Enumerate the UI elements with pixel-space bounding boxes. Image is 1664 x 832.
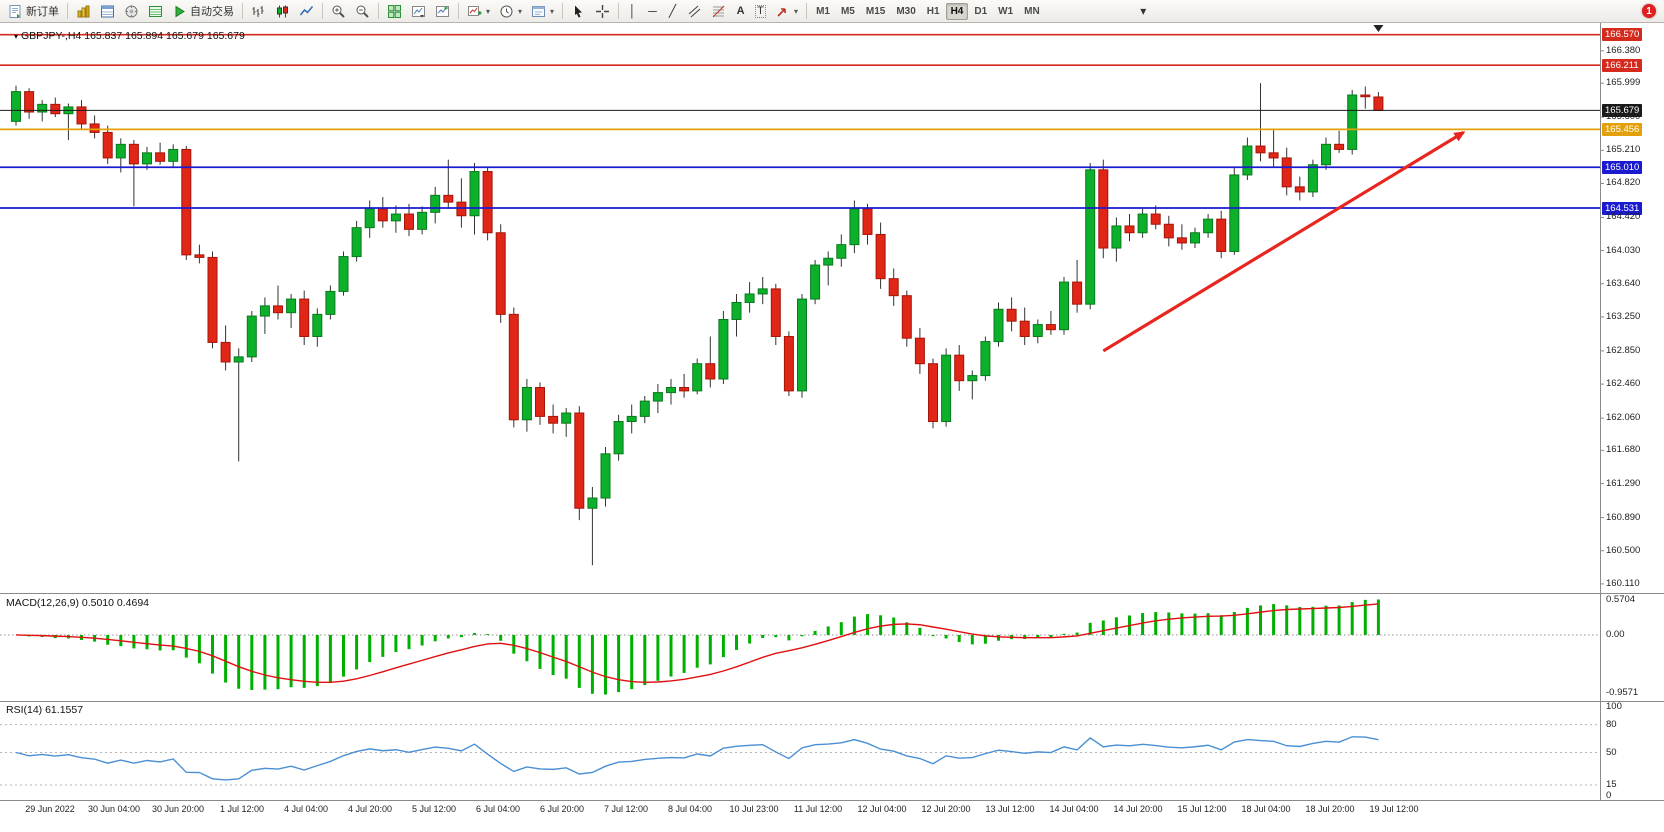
timeframe-mn-button[interactable]: MN [1019,3,1045,20]
rsi-line [15,736,1379,781]
data-window-icon [101,5,114,17]
text-tool-button[interactable] [731,2,750,21]
notification-badge[interactable]: 1 [1642,4,1656,18]
toolbar-separator [618,3,620,19]
main-toolbar: 新订单 自动交易 ▾ ▾ ▾ ▾ M1 M5 M15 M30 H1 H4 D1 … [0,0,1664,23]
new-order-icon [9,4,21,18]
candles-layer [11,83,1384,566]
dropdown-caret-icon: ▾ [518,6,523,16]
autotrading-icon [175,5,185,17]
terminal-button[interactable] [144,2,167,21]
label-tool-button[interactable] [751,2,770,21]
crosshair-icon [596,4,610,18]
timeframe-d1-button[interactable]: D1 [969,3,992,20]
terminal-icon [149,5,162,17]
timeframe-w1-button[interactable]: W1 [993,3,1018,20]
toolbar-separator [806,3,808,19]
toolbar-separator [562,3,564,19]
toolbar-separator [242,3,243,19]
timeframe-h1-button[interactable]: H1 [922,3,945,20]
horizontal-line-tool-button[interactable] [643,2,662,21]
vertical-line-tool-button[interactable] [623,2,642,21]
toolbar-separator [458,3,459,19]
navigator-button[interactable] [120,2,143,21]
zoom-out-button[interactable] [351,2,374,21]
chart-shift-marker [1373,25,1384,32]
candlestick-chart-icon [277,5,288,17]
candlestick-chart-button[interactable] [271,2,294,21]
symbol-ohlc-label: ▾ GBPJPY-,H4 165.837 165.894 165.679 165.… [14,30,245,42]
periods-button[interactable]: ▾ [495,2,526,21]
tile-windows-button[interactable] [383,2,406,21]
arrows-tool-button[interactable]: ▾ [771,2,802,21]
data-window-button[interactable] [96,2,119,21]
macd-histogram [27,599,1380,695]
toolbar-separator [67,3,68,19]
dropdown-caret-icon: ▾ [794,6,799,16]
market-watch-icon [77,5,90,17]
timeframe-h4-button[interactable]: H4 [945,2,969,20]
fibonacci-icon [712,5,725,17]
timeframe-m15-button[interactable]: M15 [861,3,890,20]
zoom-out-icon [356,5,369,18]
bar-chart-icon [252,5,264,17]
indicators-button[interactable]: ▾ [463,2,494,21]
cursor-button[interactable] [567,2,590,21]
fibonacci-tool-button[interactable] [707,2,730,21]
new-order-button[interactable]: 新订单 [4,2,63,21]
autotrading-label: 自动交易 [190,6,234,18]
template-icon [532,5,546,17]
clock-icon [500,5,513,17]
timeframe-m1-button[interactable]: M1 [811,3,835,20]
navigator-icon [125,5,138,17]
dropdown-caret-icon: ▾ [486,6,491,16]
zoom-in-button[interactable] [327,2,350,21]
autotrading-button[interactable]: 自动交易 [168,2,238,21]
auto-scroll-icon [412,5,425,17]
timeframe-m5-button[interactable]: M5 [836,3,860,20]
chart-window[interactable]: 166.570 166.211 165.010 164.531 165.456 165.6… [0,23,1664,832]
dropdown-caret-icon: ▾ [550,6,555,16]
cursor-icon [575,5,583,18]
templates-button[interactable]: ▾ [527,2,558,21]
symbol-ohlc-text: GBPJPY-,H4 165.837 165.894 165.679 165.6… [21,30,245,42]
macd-indicator-label: MACD(12,26,9) 0.5010 0.4694 [6,597,150,609]
toolbar-separator [378,3,379,19]
tile-windows-icon [388,4,401,18]
line-chart-icon [299,5,314,15]
indicators-icon [468,5,482,16]
line-chart-button[interactable] [295,2,318,21]
chart-shift-button[interactable] [431,2,454,21]
timeframe-m30-button[interactable]: M30 [891,3,920,20]
toolbar-separator [322,3,323,19]
price-chart[interactable] [0,23,1664,832]
toolbar-overflow-chevron[interactable] [1134,2,1153,21]
macd-signal-line [15,603,1379,684]
auto-scroll-button[interactable] [407,2,430,21]
symbol-caret-icon: ▾ [14,32,19,41]
chart-shift-icon [436,5,449,17]
rsi-indicator-label: RSI(14) 61.1557 [6,704,84,716]
bar-chart-button[interactable] [247,2,270,21]
new-order-label: 新订单 [26,6,59,18]
trendline-tool-button[interactable] [663,2,682,21]
market-watch-button[interactable] [72,2,95,21]
zoom-in-icon [332,5,345,18]
trend-arrow [1102,131,1466,353]
channel-tool-button[interactable] [683,2,706,21]
channel-icon [688,5,701,17]
crosshair-button[interactable] [591,2,614,21]
arrow-shape-icon [777,7,786,17]
